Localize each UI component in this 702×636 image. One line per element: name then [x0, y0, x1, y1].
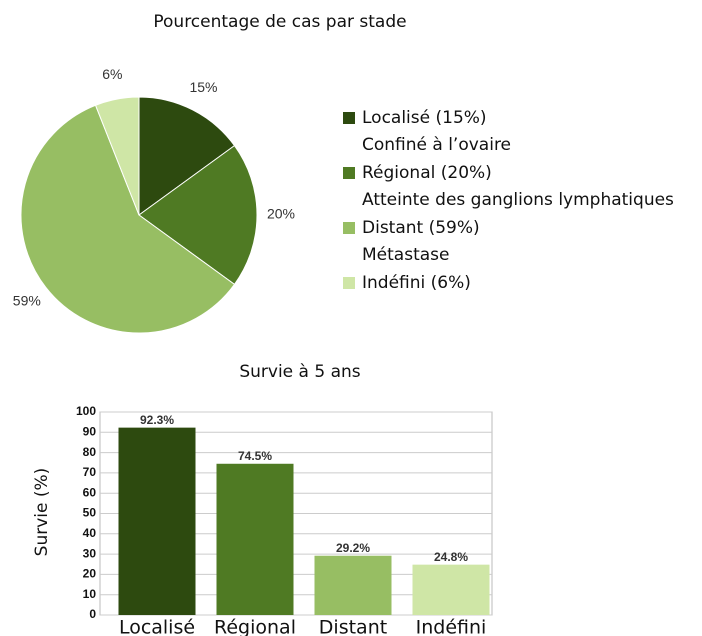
- x-tick-label: Indéfini: [416, 617, 487, 636]
- pie-label: 59%: [13, 293, 41, 309]
- bar: [118, 427, 196, 615]
- legend-swatch: [343, 167, 355, 179]
- y-tick-label: 50: [83, 506, 97, 520]
- pie-slice: [138, 144, 258, 286]
- y-tick-label: 20: [83, 567, 97, 581]
- bar: [314, 555, 392, 615]
- legend-swatch: [343, 112, 355, 124]
- legend-label: Régional (20%): [362, 163, 492, 183]
- y-tick-label: 0: [89, 607, 96, 621]
- value-label: 74.5%: [238, 449, 272, 463]
- pie-label: 20%: [267, 206, 295, 222]
- y-tick-label: 70: [83, 465, 97, 479]
- legend-swatch: [343, 222, 355, 234]
- x-tick-label: Régional: [214, 617, 296, 636]
- legend-note: Confiné à l’ovaire: [362, 135, 511, 155]
- y-tick-label: 90: [83, 424, 97, 438]
- value-label: 24.8%: [434, 550, 468, 564]
- y-axis-label: Survie (%): [32, 468, 52, 557]
- y-tick-label: 40: [83, 526, 97, 540]
- y-tick-label: 60: [83, 485, 97, 499]
- bar: [412, 564, 490, 615]
- legend-note: Atteinte des ganglions lymphatiques: [362, 190, 674, 210]
- pie-slice: [138, 96, 236, 216]
- value-label: 29.2%: [336, 541, 370, 555]
- pie-label: 6%: [102, 66, 122, 82]
- legend-label: Distant (59%): [362, 218, 480, 238]
- pie-title: Pourcentage de cas par stade: [153, 12, 406, 32]
- y-tick-label: 100: [76, 404, 96, 418]
- y-tick-label: 10: [83, 587, 97, 601]
- legend-note: Métastase: [362, 245, 449, 265]
- y-tick-label: 80: [83, 445, 97, 459]
- bar-title: Survie à 5 ans: [239, 362, 360, 382]
- x-tick-label: Distant: [319, 617, 387, 636]
- value-label: 92.3%: [140, 413, 174, 427]
- legend-swatch: [343, 277, 355, 289]
- x-tick-label: Localisé: [119, 617, 195, 636]
- pie-slice: [94, 96, 140, 216]
- pie-label: 15%: [189, 79, 217, 95]
- legend-label: Localisé (15%): [362, 108, 487, 128]
- pie-slice: [20, 104, 236, 334]
- bar: [216, 463, 294, 615]
- legend-label: Indéfini (6%): [362, 273, 471, 293]
- y-tick-label: 30: [83, 546, 97, 560]
